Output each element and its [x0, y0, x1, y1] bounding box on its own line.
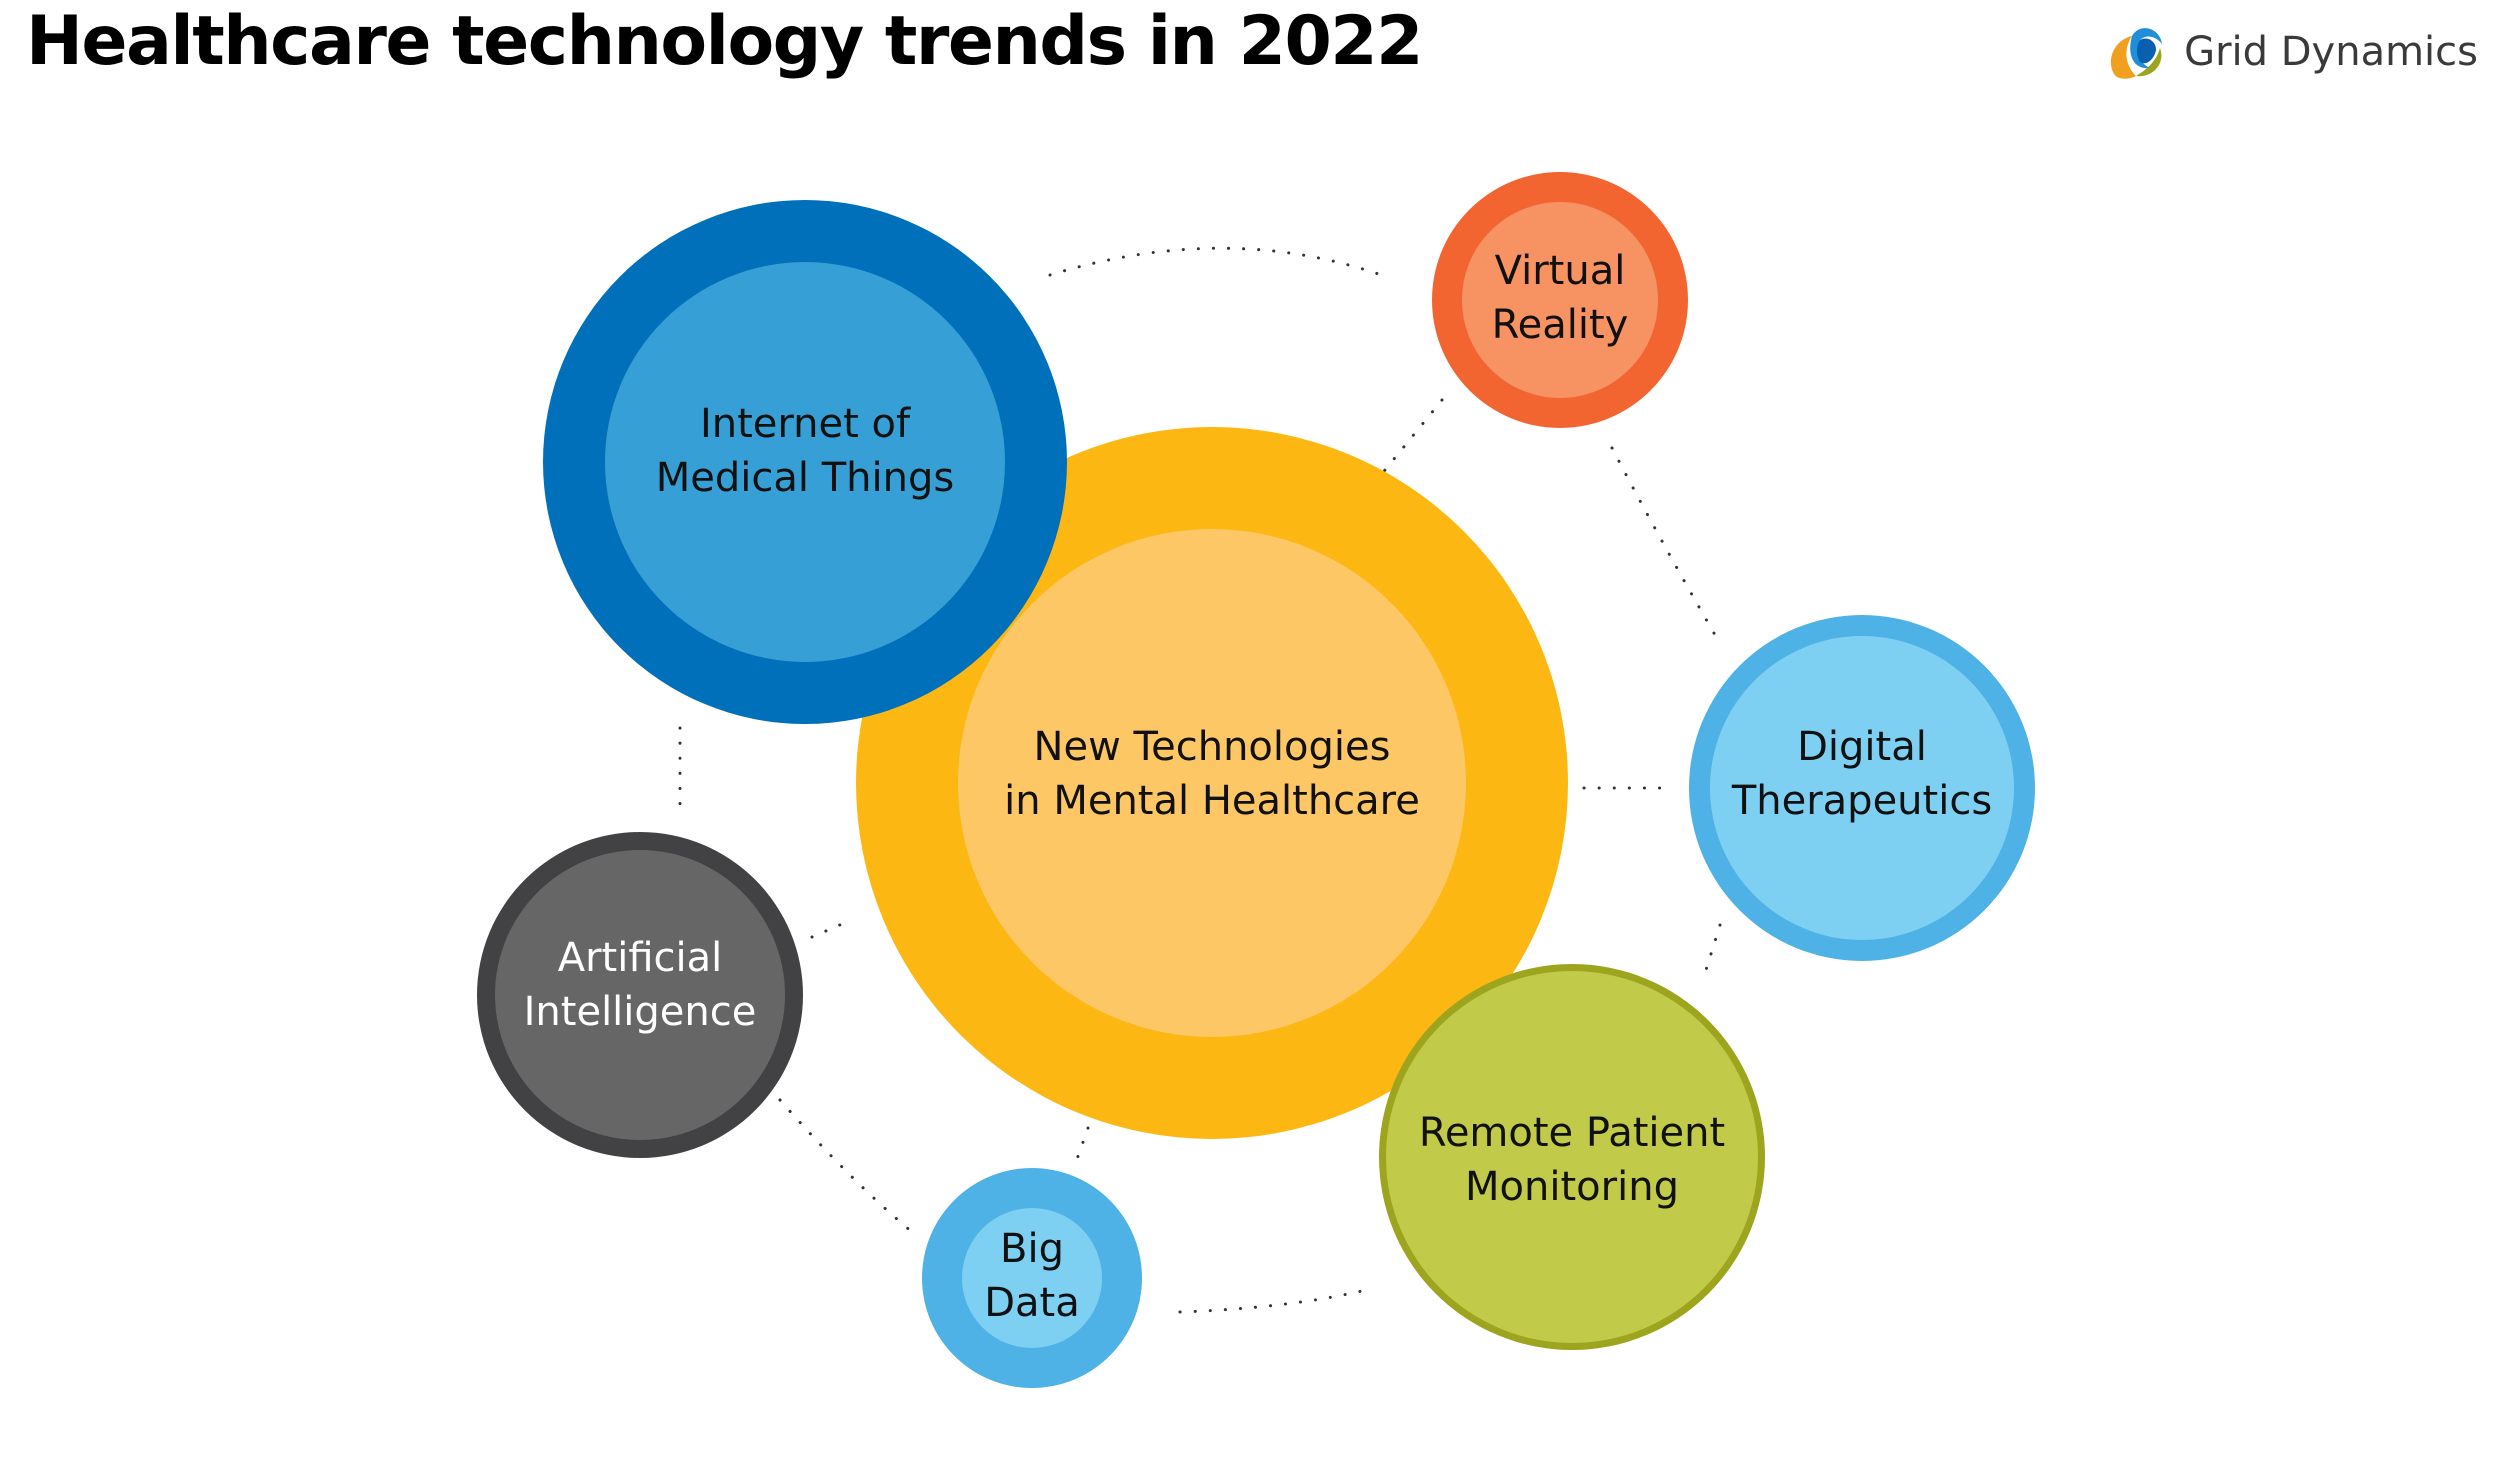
connector-bigdata-rpm [1178, 1288, 1368, 1314]
dtx-label-line2: Therapeutics [1731, 778, 1992, 824]
ai-label-line1: Artificial [558, 935, 723, 981]
bigdata-bubble-inner [962, 1208, 1102, 1348]
brand: Grid Dynamics [2106, 18, 2478, 86]
connector-dots [678, 246, 1722, 1314]
connector-ai-bigdata [778, 1098, 914, 1234]
connector-vr-dtx [1610, 446, 1720, 642]
vr-label-line1: Virtual [1495, 248, 1626, 294]
bubble-virtual-reality: Virtual Reality [1432, 172, 1688, 428]
vr-bubble-inner [1462, 202, 1658, 398]
bubble-artificial-intelligence: Artificial Intelligence [477, 832, 803, 1158]
center-label-line1: New Technologies [1034, 724, 1391, 770]
grid-dynamics-logo-icon [2110, 28, 2163, 79]
rpm-bubble-inner [1386, 971, 1758, 1343]
bubble-remote-patient-monitoring: Remote Patient Monitoring [1379, 964, 1765, 1350]
dtx-label-line1: Digital [1797, 724, 1927, 770]
page-title: Healthcare technology trends in 2022 [26, 2, 1423, 81]
center-bubble: New Technologies in Mental Healthcare [856, 427, 1568, 1139]
bubble-big-data: Big Data [922, 1168, 1142, 1388]
bigdata-label-line2: Data [984, 1280, 1080, 1326]
rpm-label-line2: Monitoring [1465, 1164, 1679, 1210]
connector-iomt-vr [1048, 246, 1392, 280]
center-label-line2: in Mental Healthcare [1004, 778, 1420, 824]
connector-center-bigdata [1074, 1126, 1090, 1164]
connector-dtx-rpm [1704, 923, 1722, 972]
iomt-label-line2: Medical Things [656, 455, 954, 501]
ai-bubble-inner [495, 850, 785, 1140]
connector-ai-center [810, 922, 844, 939]
iomt-bubble-inner [605, 262, 1005, 662]
brand-name: Grid Dynamics [2184, 29, 2478, 75]
center-bubble-inner [958, 529, 1466, 1037]
iomt-label-line1: Internet of [700, 401, 911, 447]
rpm-label-line1: Remote Patient [1419, 1110, 1725, 1156]
bigdata-label-line1: Big [1000, 1226, 1064, 1272]
ai-label-line2: Intelligence [524, 989, 757, 1035]
dtx-bubble-inner [1710, 636, 2014, 940]
vr-label-line2: Reality [1492, 302, 1629, 348]
bubble-internet-of-medical-things: Internet of Medical Things [543, 200, 1067, 724]
bubble-digital-therapeutics: Digital Therapeutics [1689, 615, 2035, 961]
